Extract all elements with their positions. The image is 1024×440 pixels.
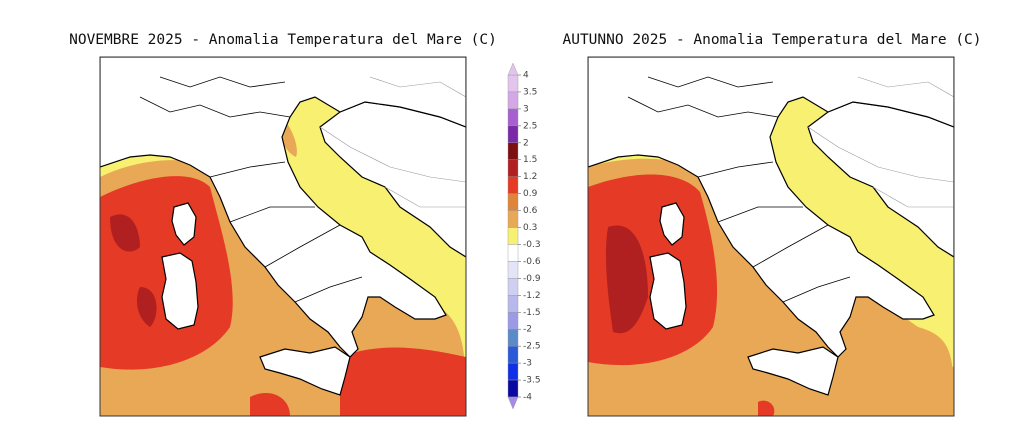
colorbar-bin (507, 210, 519, 228)
colorbar-tick-label: -4 (523, 393, 532, 403)
colorbar: 4 3.5 3 2.5 2 1.5 1.2 0.9 0.6 0.3 -0.3 -0.6 -0.9 -1.2… (507, 62, 541, 410)
colorbar-tick-label: 3.5 (523, 87, 537, 97)
colorbar-tick-label: 4 (523, 71, 529, 81)
colorbar-tick-label: 0.9 (523, 189, 538, 199)
colorbar-tick-label: 2 (523, 138, 529, 148)
colorbar-bin (507, 142, 519, 160)
colorbar-tick-label: -2 (523, 325, 532, 335)
colorbar-bin (507, 379, 519, 398)
colorbar-tick-label: 1.2 (523, 172, 537, 182)
colorbar-over (507, 62, 519, 76)
colorbar-tick-label: -3.5 (523, 376, 541, 386)
colorbar-bin (507, 193, 519, 211)
colorbar-bin (507, 329, 519, 347)
colorbar-tick-label: -2.5 (523, 342, 541, 352)
colorbar-tick-label: -0.3 (523, 240, 541, 250)
colorbar-tick-label: 1.5 (523, 155, 537, 165)
colorbar-bin (507, 312, 519, 330)
colorbar-bin (507, 261, 519, 279)
map-panel (587, 56, 955, 417)
colorbar-tick-label: 2.5 (523, 121, 537, 131)
colorbar-tick-label: 0.3 (523, 223, 537, 233)
colorbar-tick-label: 0.6 (523, 206, 538, 216)
colorbar-tick-label: -1.2 (523, 291, 541, 301)
map-title: NOVEMBRE 2025 - Anomalia Temperatura del… (69, 32, 497, 48)
colorbar-bin (507, 125, 519, 143)
map-title: AUTUNNO 2025 - Anomalia Temperatura del … (562, 32, 981, 48)
colorbar-bin (507, 295, 519, 313)
colorbar-bin (507, 278, 519, 296)
colorbar-tick-label: -3 (523, 359, 532, 369)
colorbar-bin (507, 362, 519, 381)
map-panel (99, 56, 467, 417)
colorbar-tick-label: -0.9 (523, 274, 541, 284)
colorbar-bin (507, 244, 519, 262)
colorbar-under (507, 396, 519, 410)
colorbar-bin (507, 176, 519, 194)
colorbar-bin (507, 227, 519, 245)
colorbar-bin (507, 74, 519, 93)
colorbar-bin (507, 345, 519, 364)
colorbar-bin (507, 91, 519, 110)
colorbar-tick-label: -0.6 (523, 257, 541, 267)
colorbar-bin (507, 159, 519, 177)
colorbar-tick-label: -1.5 (523, 308, 541, 318)
colorbar-bin (507, 108, 519, 127)
colorbar-tick-label: 3 (523, 104, 529, 114)
